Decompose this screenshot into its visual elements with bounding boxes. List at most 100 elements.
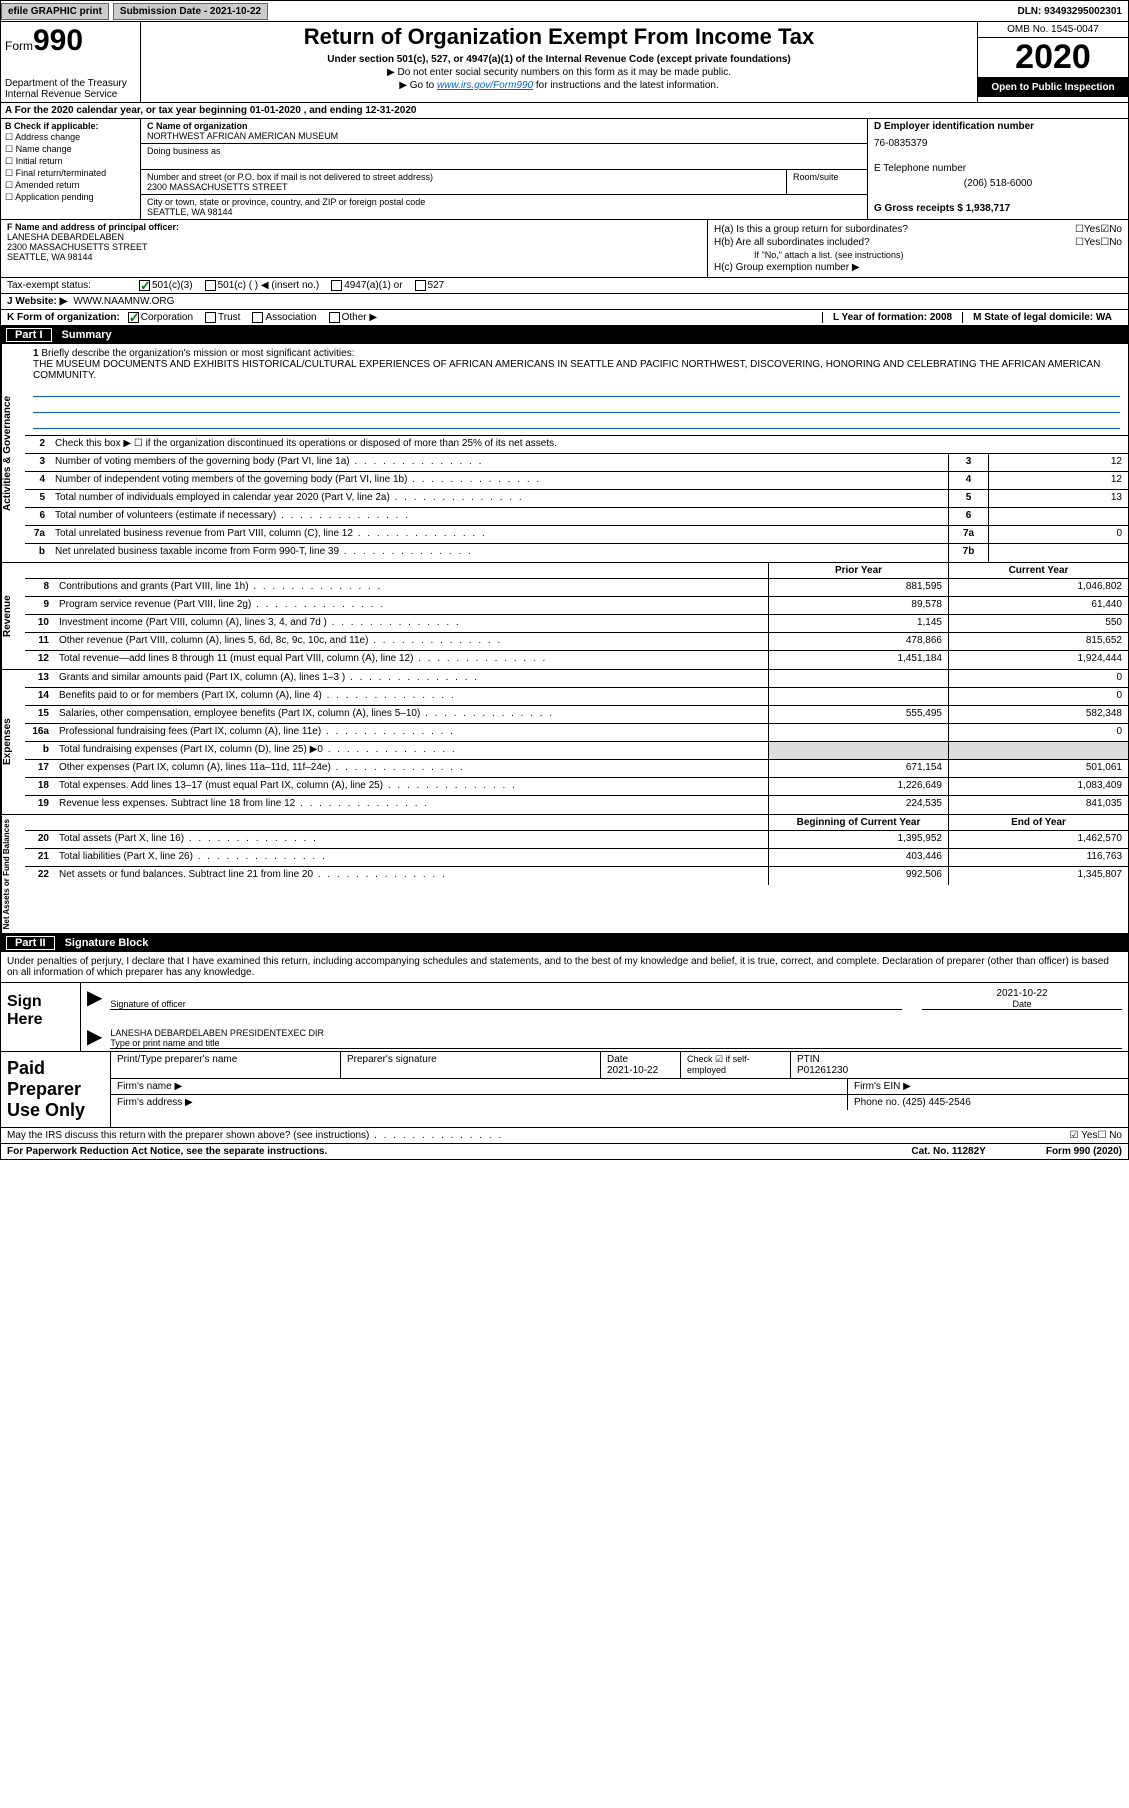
lbl-assoc: Association	[265, 312, 316, 323]
chk-final-return[interactable]: ☐ Final return/terminated	[5, 168, 136, 179]
chk-4947[interactable]	[331, 280, 342, 291]
irs-form990-link[interactable]: www.irs.gov/Form990	[437, 80, 533, 91]
website-row: J Website: ▶ WWW.NAAMNW.ORG	[0, 294, 1129, 310]
financial-row: 21Total liabilities (Part X, line 26)403…	[25, 849, 1128, 867]
line-klm: K Form of organization: Corporation Trus…	[0, 310, 1129, 326]
expenses-body: 13Grants and similar amounts paid (Part …	[25, 670, 1128, 814]
city-value: SEATTLE, WA 98144	[147, 207, 861, 217]
officer-name: LANESHA DEBARDELABEN	[7, 232, 701, 242]
netassets-header: Beginning of Current Year End of Year	[25, 815, 1128, 831]
form-title: Return of Organization Exempt From Incom…	[149, 24, 969, 50]
org-name-label: C Name of organization	[147, 121, 861, 131]
box-c: C Name of organization NORTHWEST AFRICAN…	[141, 119, 868, 219]
ptin-cell: PTIN P01261230	[791, 1052, 1128, 1078]
prep-date-cell: Date 2021-10-22	[601, 1052, 681, 1078]
preparer-fields: Print/Type preparer's name Preparer's si…	[111, 1052, 1128, 1127]
street-address: Number and street (or P.O. box if mail i…	[141, 170, 787, 194]
k-label: K Form of organization:	[7, 312, 120, 323]
summary-row: 3Number of voting members of the governi…	[25, 454, 1128, 472]
footer-row: For Paperwork Reduction Act Notice, see …	[0, 1144, 1129, 1160]
cat-no: Cat. No. 11282Y	[911, 1146, 985, 1157]
chk-501c[interactable]	[205, 280, 216, 291]
financial-row: 10Investment income (Part VIII, column (…	[25, 615, 1128, 633]
ha-yes[interactable]: ☐Yes	[1075, 224, 1100, 235]
ha-no[interactable]: ☑No	[1100, 224, 1122, 235]
discuss-yes[interactable]: ☑ Yes	[1070, 1130, 1098, 1141]
chk-application-pending[interactable]: ☐ Application pending	[5, 192, 136, 203]
ein-label: D Employer identification number	[874, 121, 1122, 132]
ein-value: 76-0835379	[874, 138, 1122, 149]
financial-row: 16aProfessional fundraising fees (Part I…	[25, 724, 1128, 742]
part1-title: Summary	[62, 329, 112, 341]
box-b-title: B Check if applicable:	[5, 121, 136, 131]
financial-row: 18Total expenses. Add lines 13–17 (must …	[25, 778, 1128, 796]
part2-header: Part II Signature Block	[0, 934, 1129, 952]
opt-final: Final return/terminated	[16, 168, 107, 178]
paperwork-notice: For Paperwork Reduction Act Notice, see …	[7, 1146, 327, 1157]
hb-yes[interactable]: ☐Yes	[1075, 237, 1100, 248]
tax-year: 2020	[978, 38, 1128, 78]
tax-exempt-row: Tax-exempt status: 501(c)(3) 501(c) ( ) …	[0, 278, 1129, 294]
header-right: OMB No. 1545-0047 2020 Open to Public In…	[978, 22, 1128, 102]
chk-amended-return[interactable]: ☐ Amended return	[5, 180, 136, 191]
netassets-section: Net Assets or Fund Balances Beginning of…	[0, 815, 1129, 934]
form-header: Form990 Department of the Treasury Inter…	[0, 22, 1129, 103]
hb-no[interactable]: ☐No	[1100, 237, 1122, 248]
sign-fields: ▶ Signature of officer 2021-10-22 Date ▶…	[81, 983, 1128, 1051]
org-name: NORTHWEST AFRICAN AMERICAN MUSEUM	[147, 131, 861, 141]
expenses-section: Expenses 13Grants and similar amounts pa…	[0, 670, 1129, 815]
form-prefix: Form	[5, 39, 33, 53]
box-b: B Check if applicable: ☐ Address change …	[1, 119, 141, 219]
addr-value: 2300 MASSACHUSETTS STREET	[147, 182, 780, 192]
city-row: City or town, state or province, country…	[141, 195, 867, 219]
opt-pending: Application pending	[15, 192, 94, 202]
sig-row2: ▶ LANESHA DEBARDELABEN PRESIDENTEXEC DIR…	[81, 1012, 1128, 1051]
line-a-text: For the 2020 calendar year, or tax year …	[15, 105, 417, 116]
chk-trust[interactable]	[205, 312, 216, 323]
prep-sig-label: Preparer's signature	[341, 1052, 601, 1078]
lbl-4947: 4947(a)(1) or	[344, 280, 402, 291]
officer-signature-field[interactable]: Signature of officer	[110, 985, 902, 1010]
mission-text: THE MUSEUM DOCUMENTS AND EXHIBITS HISTOR…	[33, 359, 1100, 381]
submission-date-label: Submission Date - 2021-10-22	[113, 3, 268, 20]
line2-row: 2 Check this box ▶ ☐ if the organization…	[25, 436, 1128, 454]
lbl-other: Other ▶	[342, 312, 377, 323]
opt-initial: Initial return	[16, 156, 63, 166]
summary-row: bNet unrelated business taxable income f…	[25, 544, 1128, 562]
financial-row: 19Revenue less expenses. Subtract line 1…	[25, 796, 1128, 814]
hc-row: H(c) Group exemption number ▶	[714, 262, 1122, 273]
ptin-label: PTIN	[797, 1054, 1122, 1065]
goto-prefix: ▶ Go to	[399, 80, 437, 91]
chk-corp[interactable]	[128, 312, 139, 323]
box-f: F Name and address of principal officer:…	[1, 220, 708, 277]
box-d: D Employer identification number 76-0835…	[868, 119, 1128, 219]
form-footer: Form 990 (2020)	[1046, 1146, 1122, 1157]
side-expenses: Expenses	[1, 670, 25, 814]
gross-receipts: G Gross receipts $ 1,938,717	[874, 203, 1122, 214]
chk-501c3[interactable]	[139, 280, 150, 291]
hb-ifno: If "No," attach a list. (see instruction…	[714, 250, 1122, 260]
chk-name-change[interactable]: ☐ Name change	[5, 144, 136, 155]
firm-phone: Phone no. (425) 445-2546	[848, 1095, 1128, 1110]
discuss-no[interactable]: ☐ No	[1097, 1130, 1122, 1141]
netassets-body: Beginning of Current Year End of Year 20…	[25, 815, 1128, 933]
part1-header: Part I Summary	[0, 326, 1129, 344]
financial-row: 9Program service revenue (Part VIII, lin…	[25, 597, 1128, 615]
financial-row: 17Other expenses (Part IX, column (A), l…	[25, 760, 1128, 778]
efile-topbar: efile GRAPHIC print Submission Date - 20…	[0, 0, 1129, 22]
hdr-current-year: Current Year	[948, 563, 1128, 578]
officer-name-title: LANESHA DEBARDELABEN PRESIDENTEXEC DIR	[110, 1028, 1122, 1038]
chk-initial-return[interactable]: ☐ Initial return	[5, 156, 136, 167]
chk-address-change[interactable]: ☐ Address change	[5, 132, 136, 143]
chk-other[interactable]	[329, 312, 340, 323]
dba-label: Doing business as	[147, 146, 861, 156]
chk-assoc[interactable]	[252, 312, 263, 323]
prep-date-value: 2021-10-22	[607, 1065, 674, 1076]
org-name-row: C Name of organization NORTHWEST AFRICAN…	[141, 119, 867, 144]
room-suite: Room/suite	[787, 170, 867, 194]
line2-text: Check this box ▶ ☐ if the organization d…	[51, 436, 1128, 453]
lbl-501c3: 501(c)(3)	[152, 280, 193, 291]
hb-label: H(b) Are all subordinates included?	[714, 237, 1075, 248]
chk-527[interactable]	[415, 280, 426, 291]
goto-suffix: for instructions and the latest informat…	[533, 80, 719, 91]
